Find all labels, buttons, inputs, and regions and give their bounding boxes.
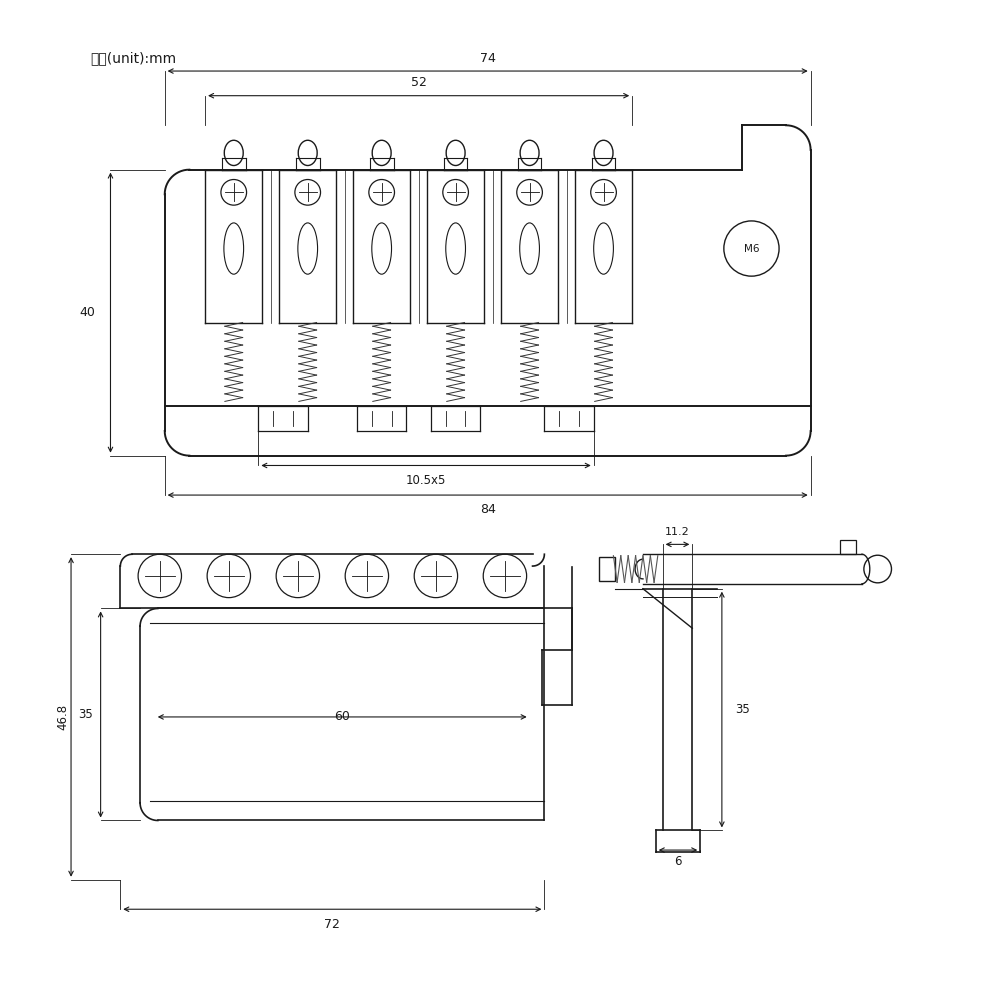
Text: 72: 72 bbox=[324, 918, 340, 931]
Text: 74: 74 bbox=[480, 52, 496, 65]
Text: 35: 35 bbox=[78, 708, 93, 721]
Text: 60: 60 bbox=[334, 710, 350, 723]
Text: 52: 52 bbox=[411, 76, 427, 89]
Text: 35: 35 bbox=[735, 703, 749, 716]
Text: 11.2: 11.2 bbox=[665, 527, 690, 537]
Text: 40: 40 bbox=[80, 306, 96, 319]
Text: 6: 6 bbox=[674, 855, 682, 868]
Text: 单位(unit):mm: 单位(unit):mm bbox=[91, 51, 177, 65]
Text: M6: M6 bbox=[744, 244, 759, 254]
Text: 10.5x5: 10.5x5 bbox=[406, 474, 446, 487]
Bar bbox=[599, 557, 615, 581]
Text: 84: 84 bbox=[480, 503, 496, 516]
Text: 46.8: 46.8 bbox=[57, 704, 70, 730]
Bar bbox=[840, 540, 856, 554]
